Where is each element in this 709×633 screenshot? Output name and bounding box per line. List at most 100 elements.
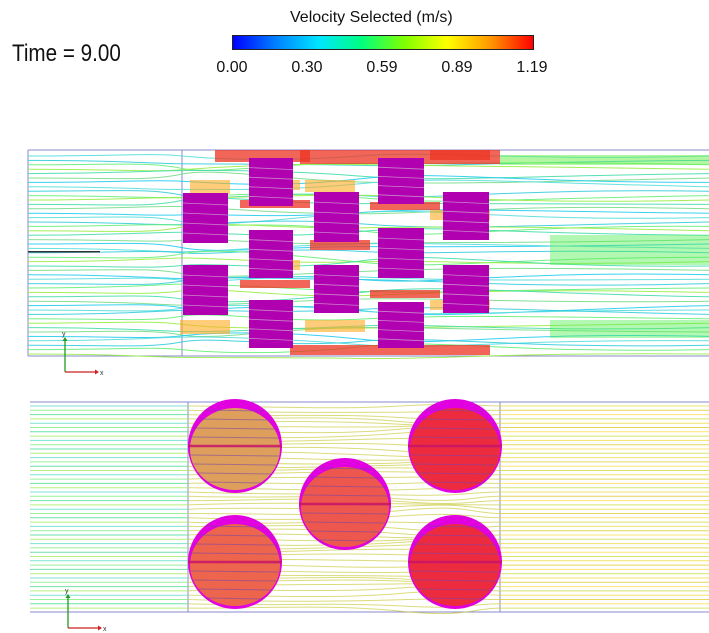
- streamline-over-obstacle: [182, 222, 229, 226]
- streamline: [27, 289, 709, 297]
- streamline-over-obstacle: [313, 201, 360, 205]
- streamline: [27, 304, 709, 315]
- axis-triad: x y: [62, 331, 104, 377]
- streamline: [27, 220, 709, 228]
- streamline-over-obstacle: [193, 427, 277, 430]
- streamline-over-obstacle: [206, 597, 264, 600]
- square-obstacle: [314, 265, 359, 313]
- streamline-over-obstacle: [248, 338, 294, 341]
- streamline-over-obstacle: [313, 231, 360, 235]
- medium-velocity-zone: [305, 320, 365, 332]
- streamline-over-obstacle: [248, 268, 294, 271]
- streamline: [27, 250, 709, 266]
- streamline: [27, 277, 709, 286]
- streamline: [27, 228, 709, 236]
- streamline-over-obstacle: [191, 436, 279, 439]
- streamline-over-obstacle: [413, 543, 497, 546]
- streamline-over-obstacle: [248, 318, 294, 322]
- streamline-over-obstacle: [442, 293, 490, 297]
- streamline-over-obstacle: [426, 525, 484, 528]
- streamline-over-obstacle: [191, 454, 279, 457]
- medium-velocity-zone: [190, 180, 230, 194]
- square-obstacle: [183, 193, 228, 243]
- streamline: [27, 209, 709, 217]
- streamline: [27, 326, 709, 338]
- streamline-over-obstacle: [377, 257, 425, 261]
- streamline-over-obstacle: [304, 521, 386, 524]
- streamline-over-obstacle: [377, 247, 425, 251]
- high-velocity-zone: [310, 240, 370, 250]
- streamline-over-obstacle: [413, 427, 497, 430]
- streamline-over-obstacle: [182, 274, 229, 278]
- streamline: [27, 239, 709, 245]
- wake-zone: [500, 155, 709, 165]
- streamline-over-obstacle: [248, 167, 294, 170]
- streamline-over-obstacle: [206, 409, 264, 412]
- axis-x-label: x: [100, 370, 104, 377]
- streamline-over-obstacle: [442, 230, 490, 233]
- streamline: [27, 223, 709, 232]
- streamline-over-obstacle: [413, 579, 497, 582]
- colorbar-tick: 0.30: [291, 59, 323, 76]
- streamline-over-obstacle: [377, 267, 425, 271]
- colorbar-tick: 0.89: [441, 59, 473, 76]
- streamline-over-obstacle: [182, 202, 229, 206]
- streamline-over-obstacle: [313, 211, 360, 215]
- obstacle-flow-overlay: [301, 467, 389, 547]
- axis-y-label: y: [65, 588, 69, 595]
- streamline: [27, 170, 709, 180]
- streamline: [27, 324, 709, 333]
- streamline: [27, 332, 709, 343]
- streamline: [27, 210, 709, 225]
- obstacles: [182, 158, 490, 348]
- colorbar-tick: 1.19: [516, 59, 548, 76]
- square-obstacle: [378, 228, 424, 278]
- high-velocity-zone: [370, 290, 440, 298]
- square-obstacle: [378, 158, 424, 204]
- streamline: [27, 314, 709, 321]
- obstacles: [188, 399, 502, 609]
- streamline-over-obstacle: [377, 237, 425, 241]
- high-velocity-zone: [290, 345, 490, 355]
- streamline: [27, 339, 709, 347]
- streamline-over-obstacle: [248, 258, 294, 262]
- streamline: [27, 242, 709, 251]
- streamline-over-obstacle: [198, 472, 272, 475]
- streamline-over-obstacle: [248, 328, 294, 332]
- high-velocity-zone: [430, 150, 490, 160]
- streamline-over-obstacle: [442, 220, 490, 224]
- streamline-over-obstacle: [317, 467, 373, 470]
- streamline-over-obstacle: [442, 303, 490, 306]
- colorbar: [232, 35, 534, 50]
- streamline-over-obstacle: [182, 284, 229, 288]
- streamline-over-obstacle: [377, 194, 425, 198]
- streamline: [27, 163, 709, 172]
- streamline-over-obstacle: [198, 534, 272, 537]
- streamline-over-obstacle: [248, 248, 294, 252]
- square-obstacle-panel: x y: [27, 149, 709, 377]
- streamline-over-obstacle: [193, 543, 277, 546]
- streamline-over-obstacle: [248, 186, 294, 190]
- streamline-over-obstacle: [302, 494, 388, 497]
- streamline-over-obstacle: [313, 293, 360, 297]
- square-obstacle: [183, 265, 228, 315]
- streamlines: [27, 150, 709, 360]
- streamline: [27, 267, 709, 277]
- streamline-over-obstacle: [411, 454, 499, 457]
- streamline-over-obstacle: [411, 436, 499, 439]
- streamline-over-obstacle: [193, 463, 277, 466]
- streamline-over-obstacle: [377, 329, 425, 332]
- streamline-over-obstacle: [377, 310, 425, 314]
- streamline: [27, 243, 709, 253]
- streamline: [27, 353, 709, 360]
- domain-boundary: [30, 401, 709, 613]
- streamline-over-obstacle: [198, 418, 272, 421]
- streamline: [27, 283, 709, 293]
- square-obstacle: [249, 300, 293, 348]
- inlet-plate: [28, 251, 100, 253]
- streamline-over-obstacle: [313, 283, 360, 287]
- high-velocity-zone: [370, 202, 440, 210]
- streamline-over-obstacle: [302, 512, 388, 515]
- streamline-over-obstacle: [418, 588, 492, 591]
- wake-zone: [550, 235, 709, 265]
